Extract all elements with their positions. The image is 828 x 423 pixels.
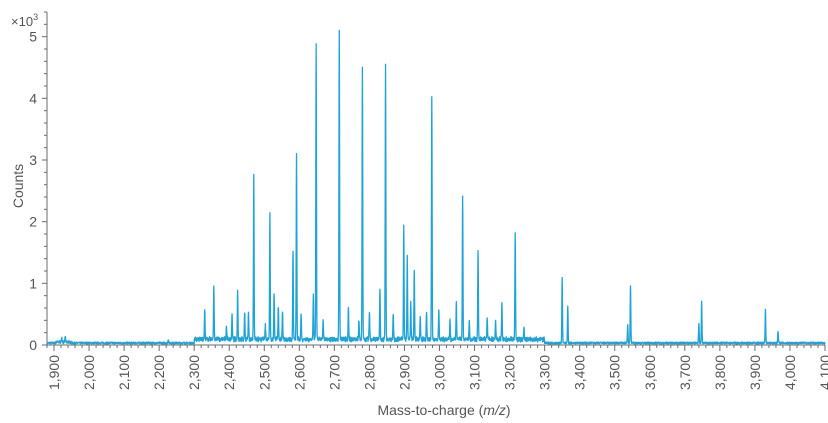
x-tick-label: 2,200 [151, 355, 167, 390]
y-tick-label: 0 [29, 337, 37, 353]
x-tick-label: 2,700 [326, 355, 342, 390]
x-tick-label: 2,600 [291, 355, 307, 390]
x-tick-label: 4,000 [782, 355, 798, 390]
x-tick-label: 3,700 [677, 355, 693, 390]
x-tick-label: 3,200 [502, 355, 518, 390]
tick-labels-layer: 0 1 2 3 4 5 1,900 2,000 2,100 2,200 2,300 2,400 2,50… [29, 29, 828, 390]
y-axis-title: Counts [10, 164, 26, 208]
x-tick-label: 2,800 [361, 355, 377, 390]
x-tick-label: 3,100 [467, 355, 483, 390]
x-tick-label: 3,400 [572, 355, 588, 390]
x-tick-label: 3,000 [432, 355, 448, 390]
x-tick-label: 3,900 [747, 355, 763, 390]
x-tick-label: 3,600 [642, 355, 658, 390]
x-tick-label: 3,800 [712, 355, 728, 390]
x-tick-label: 2,900 [396, 355, 412, 390]
x-axis-title-italic: m/z [483, 402, 506, 418]
x-axis-title-end: ) [506, 402, 511, 418]
x-tick-label: 2,500 [256, 355, 272, 390]
x-axis-title: Mass-to-charge (m/z) [377, 402, 510, 418]
x-tick-label: 2,400 [221, 355, 237, 390]
y-axis-multiplier: ×103 [11, 12, 38, 29]
x-tick-label: 4,100 [817, 355, 828, 390]
axes-layer [42, 11, 826, 351]
y-tick-label: 3 [29, 152, 37, 168]
x-tick-label: 3,300 [537, 355, 553, 390]
y-axis-multiplier-exponent: 3 [33, 12, 38, 22]
y-tick-label: 2 [29, 214, 37, 230]
y-tick-label: 1 [29, 275, 37, 291]
x-tick-label: 2,300 [186, 355, 202, 390]
y-tick-label: 5 [29, 29, 37, 45]
x-tick-label: 1,900 [46, 355, 62, 390]
x-tick-label: 2,100 [116, 355, 132, 390]
x-tick-label: 2,000 [81, 355, 97, 390]
y-axis-multiplier-base: ×10 [11, 14, 33, 29]
x-axis-title-main: Mass-to-charge ( [377, 402, 483, 418]
spectrum-series-line [46, 29, 826, 345]
x-tick-label: 3,500 [607, 355, 623, 390]
y-tick-label: 4 [29, 90, 37, 106]
